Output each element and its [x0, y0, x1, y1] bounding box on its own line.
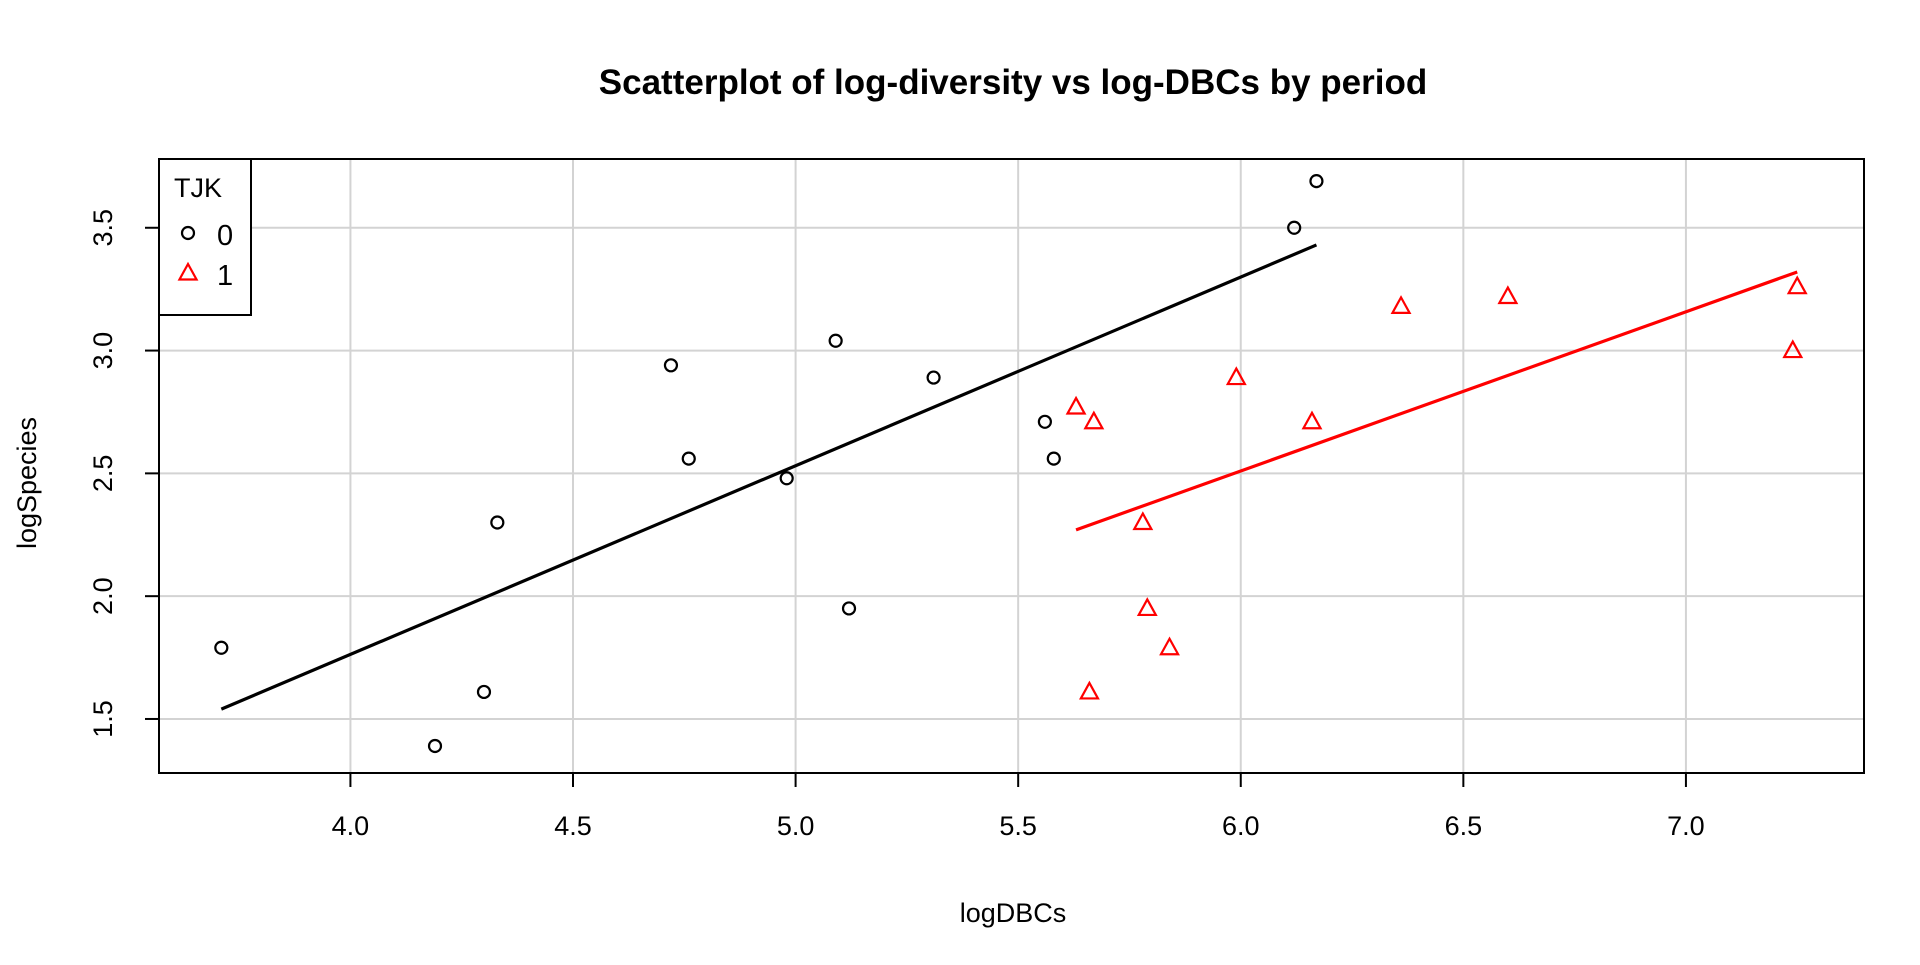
- y-tick-label: 2.5: [88, 455, 118, 493]
- data-point-series-0: [926, 370, 941, 385]
- data-point-series-1: [1065, 395, 1087, 415]
- data-point-series-0: [1046, 451, 1061, 466]
- data-point-series-1: [1390, 295, 1412, 314]
- legend-label-series-1: 1: [217, 260, 233, 292]
- data-point-series-1: [1159, 636, 1180, 656]
- data-point-series-0: [1287, 220, 1302, 235]
- fit-line-series-0: [220, 243, 1318, 711]
- data-point-series-0: [1037, 414, 1052, 429]
- x-tick-label: 6.0: [1222, 811, 1260, 841]
- y-tick-label: 3.5: [88, 209, 118, 247]
- data-point-series-1: [1136, 597, 1158, 617]
- legend-marker-series-0: [180, 225, 196, 241]
- fit-line-series-1: [1075, 270, 1798, 532]
- data-point-series-0: [779, 471, 794, 486]
- plot-frame: [158, 158, 1865, 774]
- data-point-series-1: [1083, 410, 1105, 430]
- data-point-series-0: [427, 738, 443, 754]
- chart-title: Scatterplot of log-diversity vs log-DBCs…: [599, 63, 1427, 102]
- y-axis-label: logSpecies: [12, 417, 42, 549]
- data-point-series-0: [490, 515, 505, 530]
- data-point-series-0: [828, 333, 843, 348]
- data-point-series-0: [1309, 174, 1324, 189]
- x-tick-label: 6.5: [1445, 811, 1483, 841]
- legend: TJK 0 1: [158, 158, 252, 316]
- data-point-series-1: [1497, 285, 1519, 305]
- fit-lines-layer: [220, 243, 1798, 711]
- data-point-series-1: [1078, 680, 1100, 700]
- y-tick-label: 1.5: [88, 700, 118, 738]
- x-tick-label: 4.0: [332, 811, 370, 841]
- data-point-series-0: [841, 601, 857, 616]
- data-point-series-1: [1782, 339, 1804, 359]
- axes-layer: 4.0 4.5 5.0 5.5 6.0 6.5 7.0 1.5 2.0 2.5 3.0 3.5: [88, 209, 1705, 841]
- data-point-series-1: [1786, 275, 1808, 295]
- legend-box: [158, 158, 252, 316]
- legend-title: TJK: [174, 173, 222, 203]
- y-tick-label: 2.0: [88, 577, 118, 615]
- data-point-series-1: [1132, 511, 1154, 531]
- y-tick-label: 3.0: [88, 332, 118, 370]
- data-point-series-0: [663, 358, 679, 373]
- data-point-series-0: [681, 451, 696, 466]
- data-point-series-0: [476, 684, 492, 700]
- x-tick-label: 7.0: [1667, 811, 1705, 841]
- x-tick-label: 5.5: [999, 811, 1037, 841]
- x-tick-label: 4.5: [554, 811, 592, 841]
- grid-layer: [159, 159, 1864, 773]
- data-point-series-0: [214, 640, 229, 655]
- legend-label-series-0: 0: [217, 220, 233, 252]
- data-point-series-1: [1225, 366, 1247, 386]
- legend-marker-series-1: [177, 261, 199, 281]
- x-axis-label: logDBCs: [960, 898, 1067, 928]
- x-tick-label: 5.0: [777, 811, 815, 841]
- points-layer: [214, 174, 1808, 754]
- data-point-series-1: [1301, 410, 1323, 430]
